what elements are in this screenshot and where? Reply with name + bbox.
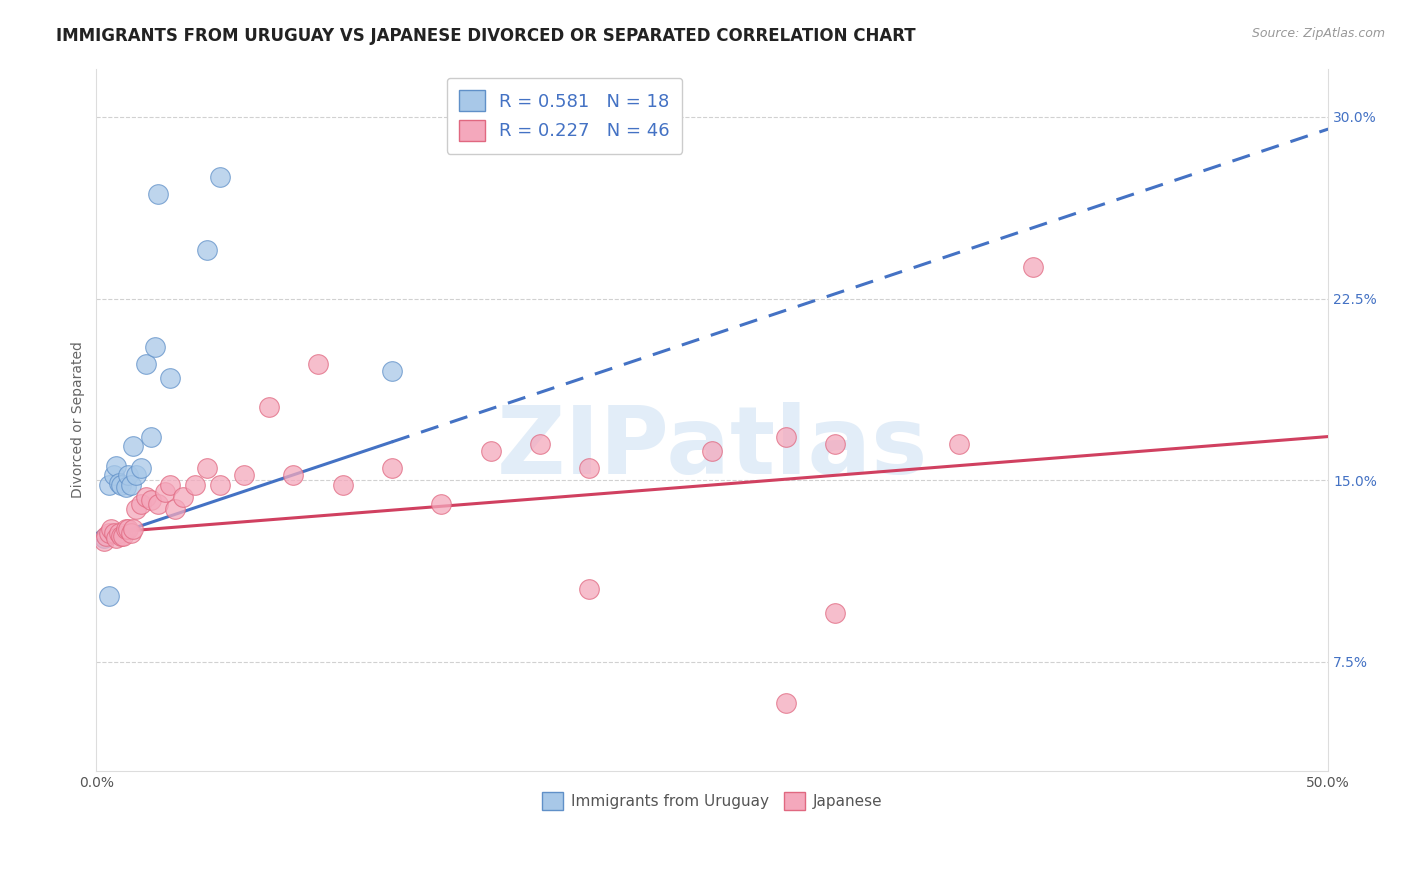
Point	[100, 522, 122, 536]
Point	[112, 529, 135, 543]
Text: Source: ZipAtlas.com: Source: ZipAtlas.com	[1251, 27, 1385, 40]
Point	[824, 607, 846, 621]
Point	[184, 478, 207, 492]
Point	[195, 243, 218, 257]
Point	[125, 502, 148, 516]
Point	[775, 429, 797, 443]
Point	[139, 492, 162, 507]
Point	[103, 468, 125, 483]
Point	[381, 461, 404, 475]
Point	[824, 437, 846, 451]
Point	[115, 480, 138, 494]
Legend: Immigrants from Uruguay, Japanese: Immigrants from Uruguay, Japanese	[536, 786, 889, 815]
Point	[578, 461, 600, 475]
Point	[430, 497, 453, 511]
Point	[702, 444, 724, 458]
Point	[120, 526, 142, 541]
Point	[208, 478, 231, 492]
Point	[107, 526, 129, 541]
Point	[96, 529, 118, 543]
Point	[135, 357, 157, 371]
Point	[146, 187, 169, 202]
Point	[93, 531, 115, 545]
Point	[195, 461, 218, 475]
Point	[578, 582, 600, 596]
Text: ZIPatlas: ZIPatlas	[496, 401, 928, 493]
Point	[257, 401, 280, 415]
Point	[139, 429, 162, 443]
Y-axis label: Divorced or Separated: Divorced or Separated	[72, 341, 86, 498]
Point	[283, 468, 305, 483]
Point	[110, 529, 132, 543]
Point	[125, 468, 148, 483]
Text: IMMIGRANTS FROM URUGUAY VS JAPANESE DIVORCED OR SEPARATED CORRELATION CHART: IMMIGRANTS FROM URUGUAY VS JAPANESE DIVO…	[56, 27, 915, 45]
Point	[307, 357, 329, 371]
Point	[208, 170, 231, 185]
Point	[122, 439, 145, 453]
Point	[117, 468, 139, 483]
Point	[110, 478, 132, 492]
Point	[129, 497, 152, 511]
Point	[332, 478, 354, 492]
Point	[129, 461, 152, 475]
Point	[159, 478, 181, 492]
Point	[381, 364, 404, 378]
Point	[115, 522, 138, 536]
Point	[93, 533, 115, 548]
Point	[105, 458, 128, 473]
Point	[120, 478, 142, 492]
Point	[172, 490, 194, 504]
Point	[122, 522, 145, 536]
Point	[233, 468, 256, 483]
Point	[165, 502, 187, 516]
Point	[97, 478, 120, 492]
Point	[159, 371, 181, 385]
Point	[107, 475, 129, 490]
Point	[103, 526, 125, 541]
Point	[146, 497, 169, 511]
Point	[97, 526, 120, 541]
Point	[775, 696, 797, 710]
Point	[1021, 260, 1043, 274]
Point	[135, 490, 157, 504]
Point	[479, 444, 502, 458]
Point	[97, 590, 120, 604]
Point	[948, 437, 970, 451]
Point	[105, 531, 128, 545]
Point	[529, 437, 551, 451]
Point	[155, 485, 177, 500]
Point	[145, 340, 167, 354]
Point	[117, 522, 139, 536]
